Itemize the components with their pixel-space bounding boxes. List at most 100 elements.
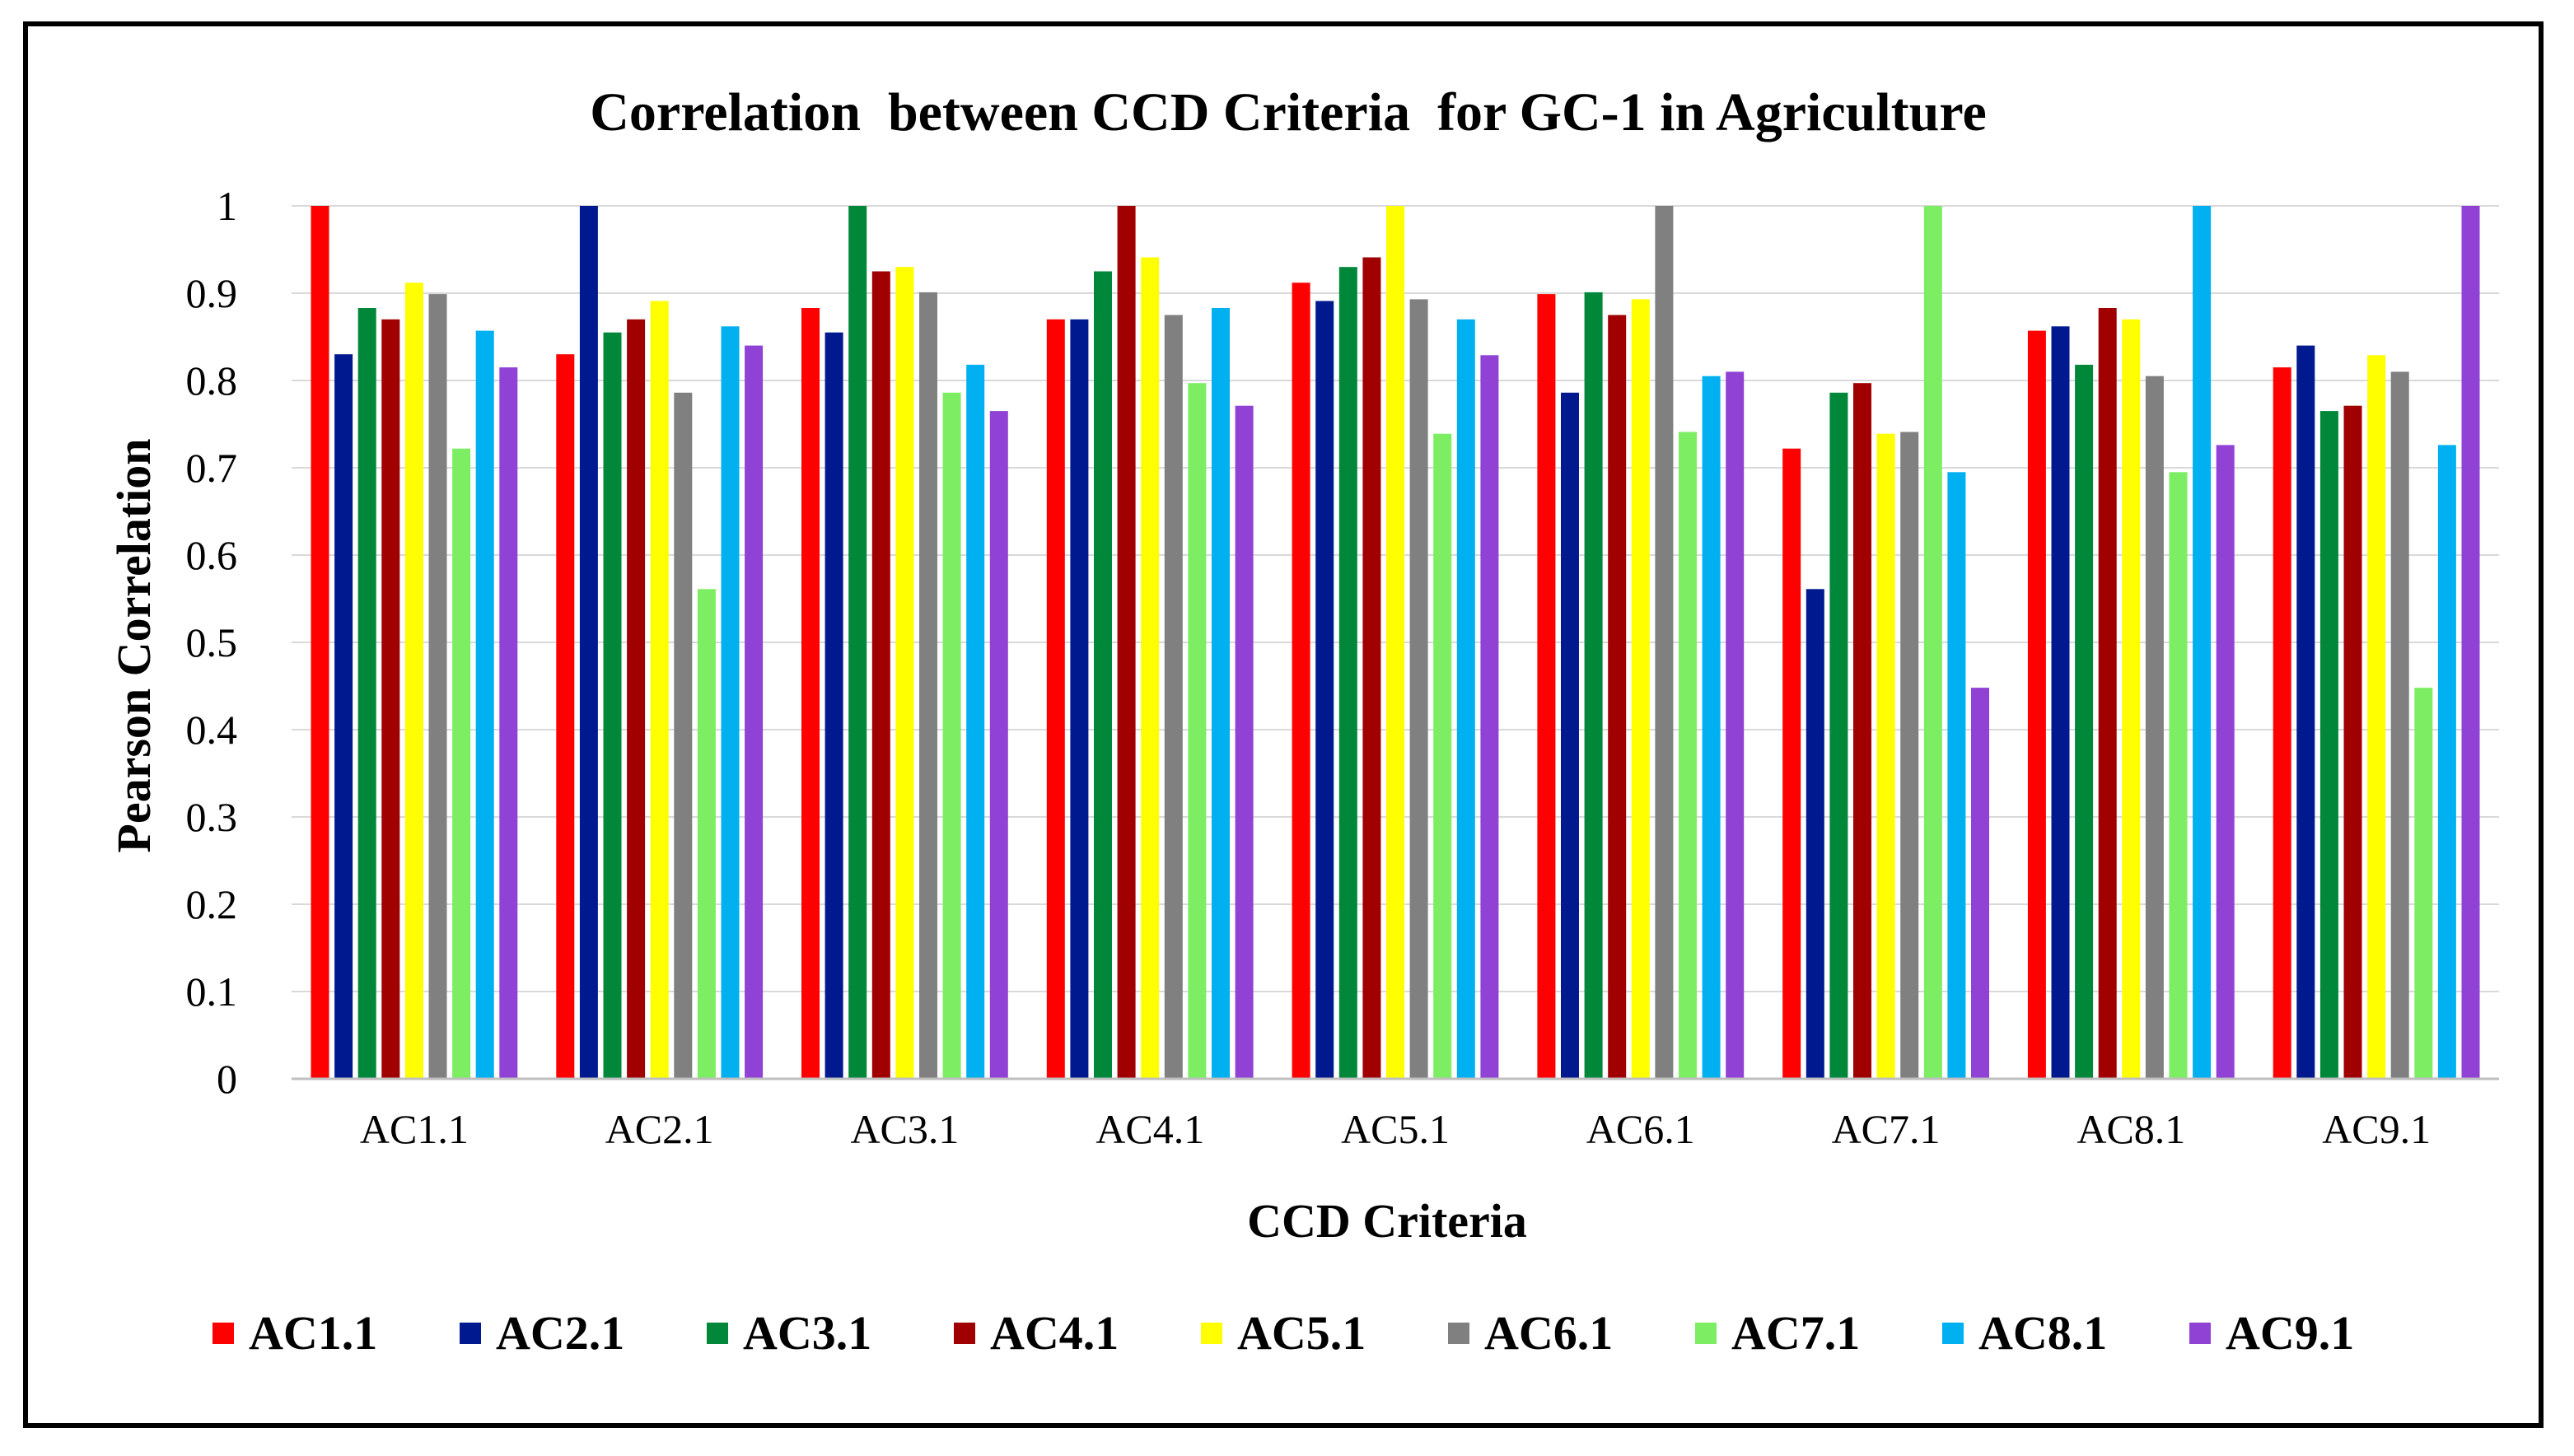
- y-tick-label: 0.6: [186, 532, 238, 578]
- bar-AC8.1-AC7.1: [1947, 472, 1966, 1079]
- legend-label: AC7.1: [1731, 1306, 1860, 1360]
- bar-AC4.1-AC9.1: [2343, 405, 2362, 1079]
- bar-AC4.1-AC3.1: [871, 271, 890, 1079]
- y-tick-label: 0.1: [186, 968, 238, 1015]
- legend-label: AC8.1: [1978, 1306, 2107, 1360]
- bar-AC4.1-AC6.1: [1608, 315, 1627, 1079]
- bar-AC5.1-AC9.1: [2367, 355, 2386, 1079]
- y-tick-label: 0.4: [186, 707, 238, 753]
- bar-AC1.1-AC2.1: [556, 354, 575, 1079]
- bar-AC1.1-AC3.1: [801, 308, 820, 1079]
- chart-svg: Correlation between CCD Criteria for GC-…: [107, 82, 2499, 1360]
- bar-AC5.1-AC4.1: [1141, 257, 1160, 1079]
- bar-AC3.1-AC1.1: [357, 308, 376, 1079]
- bar-AC2.1-AC2.1: [579, 206, 598, 1079]
- legend-label: AC5.1: [1237, 1306, 1366, 1360]
- y-axis-title: Pearson Correlation: [107, 438, 161, 852]
- y-tick-label: 0.2: [186, 881, 238, 927]
- bar-AC7.1-AC2.1: [697, 589, 716, 1079]
- bar-AC5.1-AC6.1: [1631, 299, 1650, 1079]
- bar-AC5.1-AC2.1: [650, 301, 669, 1079]
- bar-AC3.1-AC9.1: [2319, 411, 2338, 1080]
- bar-AC4.1-AC4.1: [1117, 206, 1136, 1079]
- legend-label: AC3.1: [743, 1306, 871, 1360]
- legend-swatch: [2189, 1323, 2211, 1344]
- legend-label: AC4.1: [990, 1306, 1119, 1360]
- bar-AC2.1-AC5.1: [1315, 301, 1334, 1079]
- y-tick-labels: 0 0.1 0.2 0.3 0.4 0.5 0.6 0.7 0.8 0.9 1: [186, 183, 238, 1102]
- bar-AC5.1-AC7.1: [1876, 433, 1895, 1079]
- legend-label: AC1.1: [249, 1306, 377, 1360]
- legend-item: AC4.1: [954, 1306, 1119, 1360]
- bar-AC3.1-AC8.1: [2075, 364, 2094, 1079]
- bar-AC1.1-AC4.1: [1046, 319, 1065, 1079]
- x-tick-label: AC4.1: [1095, 1106, 1204, 1152]
- bar-AC2.1-AC1.1: [334, 354, 353, 1079]
- bars: [311, 206, 2480, 1080]
- bar-AC6.1-AC4.1: [1164, 315, 1183, 1079]
- bar-AC2.1-AC4.1: [1070, 319, 1089, 1079]
- bar-AC7.1-AC4.1: [1188, 383, 1207, 1079]
- legend-swatch: [460, 1323, 481, 1344]
- bar-AC7.1-AC7.1: [1923, 206, 1942, 1079]
- bar-AC9.1-AC8.1: [2216, 445, 2235, 1079]
- bar-AC2.1-AC3.1: [825, 332, 843, 1079]
- x-tick-label: AC7.1: [1832, 1106, 1941, 1152]
- legend-swatch: [1201, 1323, 1222, 1344]
- x-tick-labels: AC1.1 AC2.1 AC3.1 AC4.1 AC5.1 AC6.1 AC7.1 AC8.1…: [360, 1106, 2431, 1152]
- legend-label: AC9.1: [2226, 1306, 2354, 1360]
- legend-item: AC9.1: [2189, 1306, 2354, 1360]
- legend-item: AC2.1: [460, 1306, 624, 1360]
- bar-AC2.1-AC7.1: [1806, 589, 1824, 1079]
- y-tick-label: 0.3: [186, 794, 238, 840]
- legend-item: AC5.1: [1201, 1306, 1366, 1360]
- bar-AC8.1-AC5.1: [1456, 319, 1475, 1079]
- bar-AC3.1-AC2.1: [603, 332, 622, 1079]
- bar-AC9.1-AC6.1: [1726, 371, 1745, 1079]
- legend-swatch: [1942, 1323, 1964, 1344]
- legend: AC1.1 AC2.1 AC3.1 AC4.1 AC5.1 AC6.1 AC7.1 AC8.1…: [213, 1306, 2354, 1360]
- bar-AC1.1-AC1.1: [311, 206, 329, 1079]
- legend-swatch: [1695, 1323, 1717, 1344]
- bar-AC6.1-AC2.1: [674, 392, 693, 1079]
- y-tick-label: 0.8: [186, 357, 238, 404]
- bar-AC6.1-AC8.1: [2145, 376, 2164, 1079]
- bar-AC5.1-AC5.1: [1386, 206, 1404, 1079]
- x-tick-label: AC3.1: [850, 1106, 959, 1152]
- bar-AC7.1-AC5.1: [1433, 433, 1452, 1079]
- bar-AC7.1-AC8.1: [2169, 472, 2188, 1079]
- bar-AC3.1-AC4.1: [1094, 271, 1112, 1079]
- y-tick-label: 0.9: [186, 270, 238, 316]
- bar-AC9.1-AC9.1: [2461, 206, 2480, 1079]
- bar-AC8.1-AC8.1: [2193, 206, 2212, 1079]
- bar-AC2.1-AC8.1: [2051, 326, 2070, 1079]
- x-tick-label: AC6.1: [1586, 1106, 1695, 1152]
- bar-AC9.1-AC2.1: [745, 345, 764, 1080]
- bar-AC5.1-AC1.1: [404, 282, 423, 1079]
- chart-title: Correlation between CCD Criteria for GC-…: [590, 82, 1987, 142]
- bar-AC2.1-AC6.1: [1561, 392, 1579, 1079]
- bar-AC6.1-AC1.1: [428, 294, 447, 1080]
- bar-AC8.1-AC9.1: [2437, 445, 2456, 1079]
- bar-AC4.1-AC7.1: [1853, 383, 1871, 1079]
- bar-AC3.1-AC5.1: [1338, 267, 1357, 1079]
- bar-AC3.1-AC6.1: [1584, 292, 1603, 1079]
- bar-AC3.1-AC7.1: [1829, 392, 1848, 1079]
- bar-AC7.1-AC3.1: [942, 392, 961, 1079]
- legend-label: AC6.1: [1484, 1306, 1613, 1360]
- bar-AC9.1-AC7.1: [1971, 688, 1989, 1079]
- y-tick-label: 0.7: [186, 445, 238, 491]
- x-tick-label: AC9.1: [2322, 1106, 2431, 1152]
- bar-AC5.1-AC3.1: [895, 267, 914, 1079]
- x-tick-label: AC1.1: [360, 1106, 469, 1152]
- bar-AC9.1-AC1.1: [499, 367, 518, 1080]
- bar-AC6.1-AC7.1: [1900, 432, 1919, 1079]
- bar-AC1.1-AC9.1: [2273, 367, 2291, 1080]
- x-tick-label: AC2.1: [605, 1106, 714, 1152]
- bar-AC2.1-AC9.1: [2296, 345, 2315, 1080]
- bar-AC7.1-AC6.1: [1679, 432, 1697, 1079]
- bar-AC4.1-AC2.1: [627, 319, 646, 1079]
- x-tick-label: AC8.1: [2076, 1106, 2185, 1152]
- legend-swatch: [1448, 1323, 1469, 1344]
- bar-AC8.1-AC6.1: [1702, 376, 1721, 1079]
